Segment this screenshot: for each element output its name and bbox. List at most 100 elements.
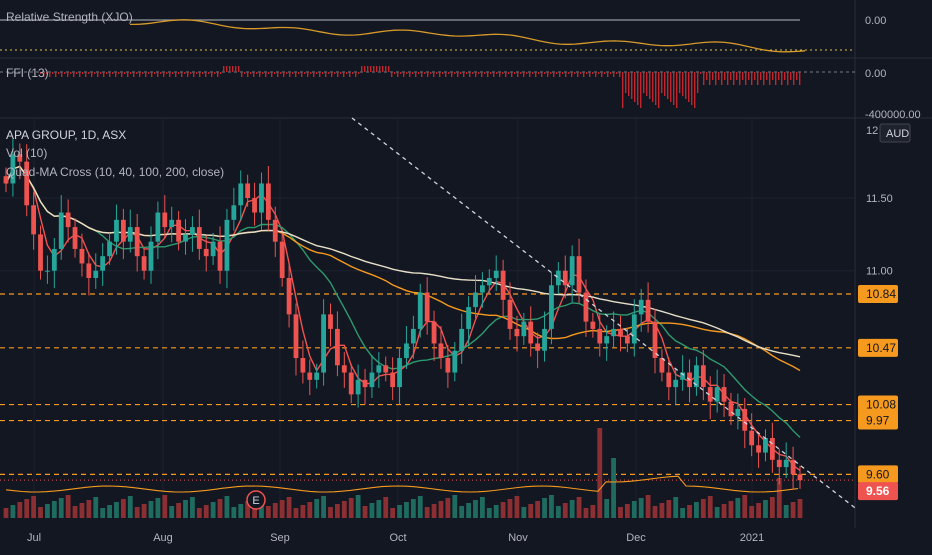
- candle-body: [335, 328, 340, 366]
- x-tick-label: Dec: [626, 532, 646, 544]
- ffi-bar: [427, 72, 429, 77]
- ffi-bar: [703, 72, 705, 85]
- candle-body: [58, 212, 64, 249]
- ffi-bar: [133, 72, 135, 77]
- candle-body: [397, 358, 402, 388]
- ffi-bar: [295, 72, 297, 77]
- ffi-bar: [580, 72, 582, 74]
- ffi-bar: [514, 72, 516, 74]
- ffi-bar: [139, 72, 141, 77]
- volume-bar: [638, 498, 644, 518]
- ffi-bar: [508, 72, 510, 74]
- candle-body: [769, 438, 775, 460]
- volume-bar: [341, 501, 347, 518]
- ffi-bar: [256, 72, 258, 74]
- ffi-bar: [109, 72, 111, 77]
- volume-bar: [569, 500, 575, 518]
- candle-body: [65, 212, 71, 228]
- volume-bar: [631, 501, 637, 518]
- volume-bar: [141, 504, 147, 518]
- ffi-bar: [91, 72, 93, 77]
- candle-body: [486, 278, 492, 286]
- ffi-bar: [721, 72, 723, 85]
- ffi-bar: [346, 72, 348, 74]
- volume-bar: [493, 505, 499, 518]
- candle-body: [390, 372, 396, 388]
- volume-ma-line: [5, 475, 799, 493]
- ffi-bar: [382, 66, 384, 72]
- ffi-bar: [268, 72, 270, 74]
- ffi-bar: [523, 72, 525, 77]
- ffi-bar: [304, 72, 306, 74]
- ffi-pane: [0, 66, 855, 108]
- ffi-bar: [322, 72, 324, 74]
- ffi-bar: [70, 72, 72, 74]
- ffi-bar: [286, 72, 288, 74]
- ffi-bar: [724, 72, 726, 80]
- ffi-bar: [115, 72, 117, 77]
- candle-body: [590, 321, 596, 329]
- candle-body: [404, 343, 409, 358]
- ffi-bar: [496, 72, 498, 74]
- candle-body: [473, 292, 478, 308]
- ffi-bar: [694, 72, 696, 108]
- ffi-bar: [640, 72, 642, 108]
- volume-bar: [369, 503, 375, 518]
- ffi-bar: [88, 72, 90, 74]
- ffi-bar: [568, 72, 570, 74]
- ffi-bar: [784, 72, 786, 80]
- ffi-bar: [184, 72, 186, 74]
- volume-bar: [756, 503, 761, 518]
- candle-body: [431, 321, 437, 344]
- ffi-bar: [550, 72, 552, 74]
- ffi-bar: [604, 72, 606, 74]
- volume-bar: [652, 506, 658, 518]
- candle-body: [45, 270, 50, 272]
- ffi-bar: [676, 72, 678, 108]
- ffi-bar: [349, 72, 351, 77]
- ffi-bar: [280, 72, 282, 74]
- candle-body: [459, 328, 465, 351]
- candle-body: [652, 321, 658, 358]
- candle-body: [480, 285, 485, 293]
- volume-bar: [203, 505, 209, 518]
- ffi-bar: [94, 72, 96, 74]
- ffi-bar: [448, 72, 450, 74]
- volume-bar: [742, 495, 748, 518]
- currency-badge[interactable]: [879, 123, 911, 143]
- volume-bar: [514, 496, 520, 518]
- candle-body: [376, 365, 382, 373]
- volume-bar: [790, 502, 796, 518]
- ffi-bar: [616, 72, 618, 74]
- ffi-bar: [196, 72, 198, 74]
- ffi-bar: [688, 72, 690, 102]
- ffi-bar: [373, 66, 375, 72]
- volume-bar: [776, 478, 782, 518]
- ffi-bar: [424, 72, 426, 74]
- ffi-bar: [487, 72, 489, 77]
- ffi-bar: [298, 72, 300, 74]
- ffi-bar: [481, 72, 483, 77]
- volume-bar: [72, 506, 78, 518]
- volume-bar: [24, 499, 30, 518]
- volume-bar: [183, 500, 188, 518]
- volume-bar: [86, 500, 92, 518]
- candle-body: [162, 212, 168, 228]
- ffi-bar: [655, 72, 657, 105]
- ffi-bar: [610, 72, 612, 74]
- ffi-bar: [301, 72, 303, 77]
- candle-body: [328, 314, 333, 329]
- ffi-bar: [430, 72, 432, 74]
- candle-body: [438, 343, 444, 358]
- volume-bar: [321, 496, 326, 518]
- candles: [3, 139, 803, 490]
- ffi-bar: [637, 72, 639, 105]
- ffi-bar: [46, 72, 48, 74]
- ffi-bar: [547, 72, 549, 77]
- ffi-bar: [415, 72, 417, 77]
- candle-body: [348, 372, 354, 395]
- ffi-bar: [355, 72, 357, 77]
- volume-bar: [272, 503, 278, 518]
- ffi-bar: [667, 72, 669, 99]
- candle-body: [127, 227, 133, 242]
